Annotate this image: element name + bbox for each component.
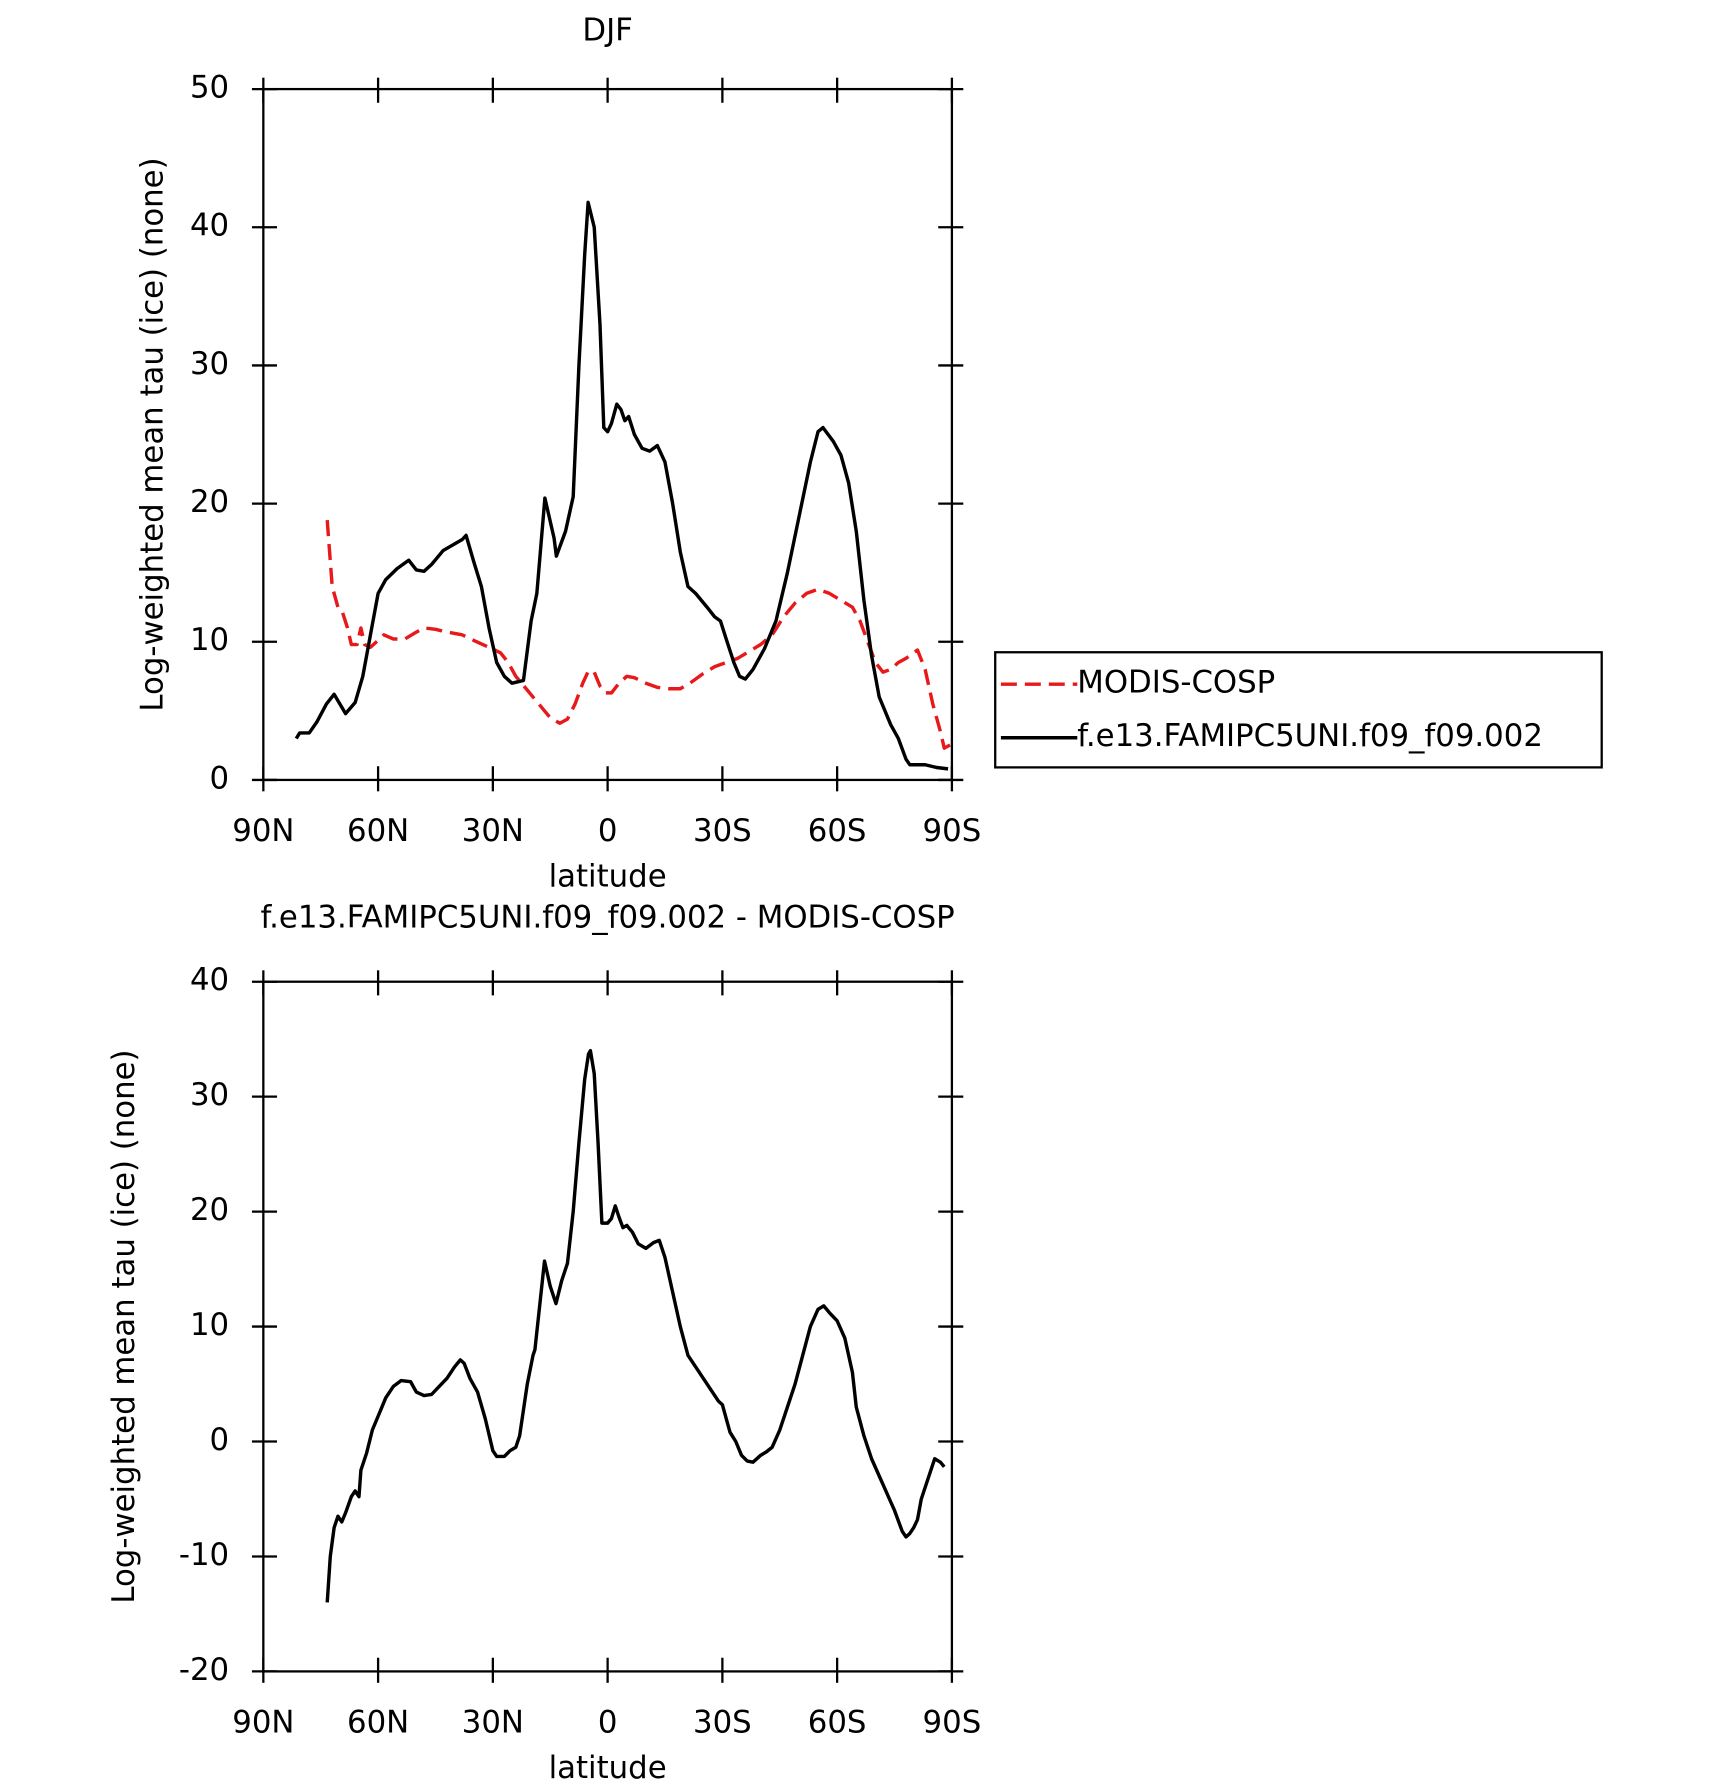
y-tick-label: 20	[190, 484, 229, 520]
x-tick-label: 90S	[923, 1704, 982, 1740]
x-tick-label: 90N	[232, 813, 294, 849]
y-axis-label: Log-weighted mean tau (ice) (none)	[134, 157, 170, 711]
legend-box	[994, 651, 1603, 769]
x-tick-label: 60S	[808, 813, 867, 849]
x-tick-label: 30S	[693, 1704, 752, 1740]
y-tick-label: -10	[179, 1537, 229, 1573]
y-tick-label: 40	[190, 962, 229, 998]
y-tick-label: 10	[190, 1307, 229, 1343]
y-tick-label: 0	[210, 1422, 230, 1458]
x-axis-label: latitude	[549, 858, 667, 894]
data-line	[325, 520, 953, 750]
x-tick-label: 0	[598, 1704, 618, 1740]
legend-entry: MODIS-COSP	[1077, 665, 1275, 701]
chart-title: f.e13.FAMIPC5UNI.f09_f09.002 - MODIS-COS…	[261, 900, 955, 936]
x-tick-label: 30N	[462, 813, 524, 849]
legend-entry: f.e13.FAMIPC5UNI.f09_f09.002	[1077, 718, 1543, 754]
x-tick-label: 30N	[462, 1704, 524, 1740]
x-tick-label: 0	[598, 813, 618, 849]
plot-frame	[262, 980, 954, 1673]
x-tick-label: 60N	[347, 1704, 409, 1740]
y-tick-label: 40	[190, 208, 229, 244]
y-axis-label: Log-weighted mean tau (ice) (none)	[106, 1049, 142, 1603]
y-tick-label: 20	[190, 1192, 229, 1228]
x-tick-label: 60S	[808, 1704, 867, 1740]
y-tick-label: -20	[179, 1652, 229, 1688]
plot-frame	[262, 87, 954, 782]
x-tick-label: 90N	[232, 1704, 294, 1740]
x-tick-label: 90S	[923, 813, 982, 849]
y-tick-label: 30	[190, 1077, 229, 1113]
chart-title: DJF	[582, 13, 632, 49]
data-line	[325, 1048, 946, 1603]
x-tick-label: 30S	[693, 813, 752, 849]
x-tick-label: 60N	[347, 813, 409, 849]
y-tick-label: 0	[210, 760, 230, 796]
y-tick-label: 10	[190, 622, 229, 658]
data-line	[294, 200, 949, 771]
y-tick-label: 50	[190, 70, 229, 106]
x-axis-label: latitude	[549, 1750, 667, 1786]
y-tick-label: 30	[190, 346, 229, 382]
